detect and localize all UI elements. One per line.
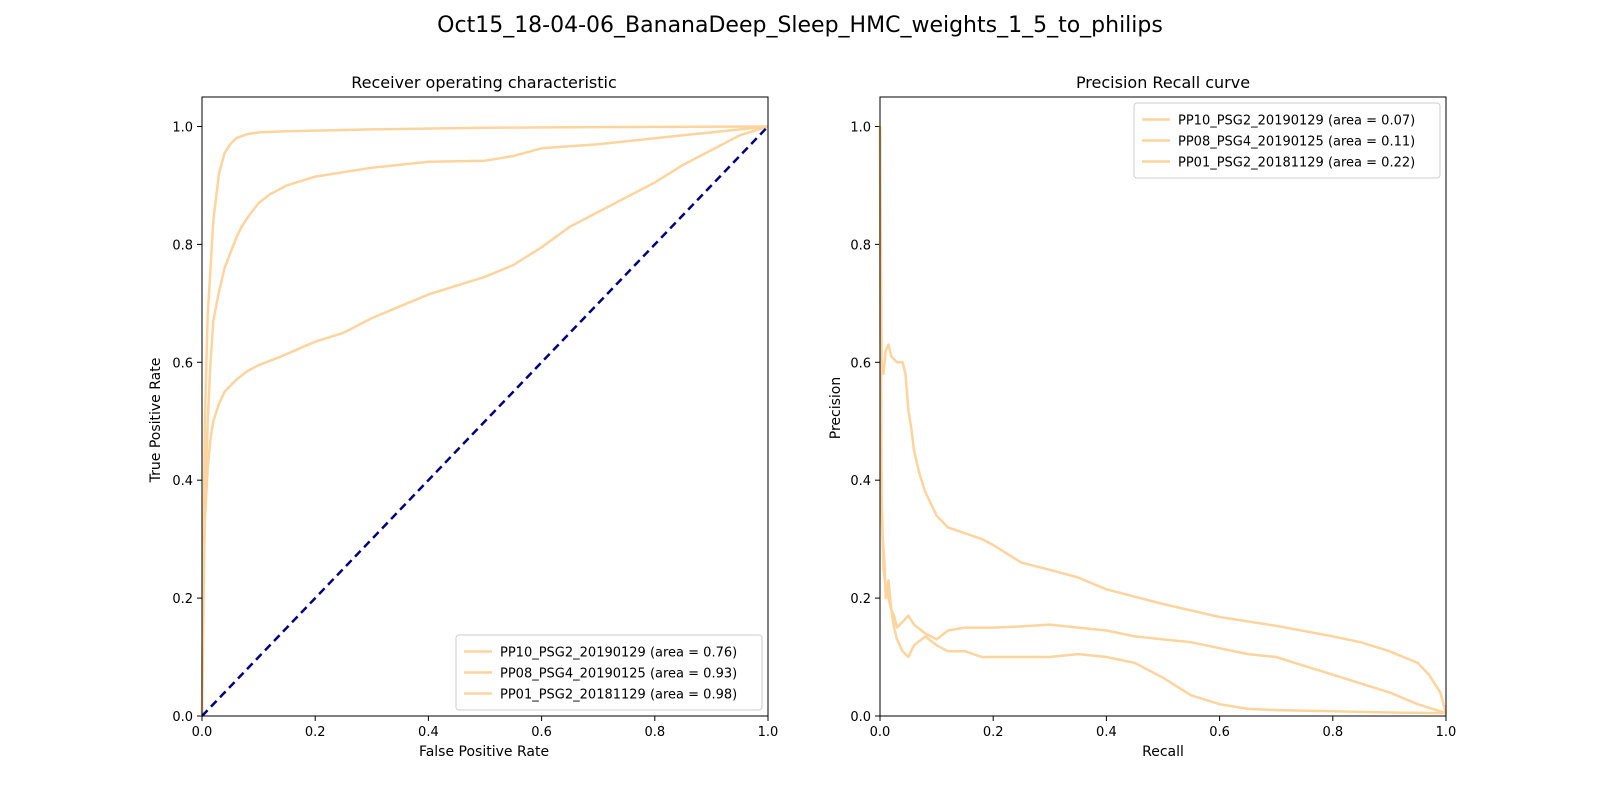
pr-ytick-label: 0.6 xyxy=(850,356,871,371)
pr-xtick-label: 0.8 xyxy=(1322,725,1343,740)
pr-xtick-label: 0.0 xyxy=(870,725,891,740)
roc-ytick-label: 0.6 xyxy=(172,356,193,371)
roc-xtick-label: 0.4 xyxy=(418,725,439,740)
pr-title: Precision Recall curve xyxy=(1076,73,1250,92)
pr-ytick-label: 1.0 xyxy=(850,120,871,135)
roc-chance-line xyxy=(201,125,769,717)
roc-series-line-3 xyxy=(200,125,769,717)
pr-legend: PP10_PSG2_20190129 (area = 0.07) PP08_PSG… xyxy=(1133,102,1441,179)
roc-plot-area xyxy=(200,125,769,717)
roc-xtick-label: 0.6 xyxy=(531,725,552,740)
roc-ytick-label: 0.8 xyxy=(172,238,193,253)
pr-xtick-label: 0.2 xyxy=(983,725,1004,740)
roc-legend-label-1: PP10_PSG2_20190129 (area = 0.76) xyxy=(500,646,737,661)
roc-legend-label-2: PP08_PSG4_20190125 (area = 0.93) xyxy=(500,667,737,682)
pr-legend-label-3: PP01_PSG2_20181129 (area = 0.22) xyxy=(1178,156,1415,171)
pr-legend-box xyxy=(1133,102,1441,179)
roc-legend-box xyxy=(455,634,763,711)
pr-xtick-label: 0.6 xyxy=(1209,725,1230,740)
pr-ytick-label: 0.2 xyxy=(850,592,871,607)
pr-ytick-label: 0.4 xyxy=(850,474,871,489)
roc-axes-frame xyxy=(201,96,769,717)
pr-series-line-1 xyxy=(878,126,1447,715)
pr-axes-frame xyxy=(879,96,1447,717)
pr-legend-label-2: PP08_PSG4_20190125 (area = 0.11) xyxy=(1178,135,1415,150)
roc-ytick-label: 0.2 xyxy=(172,592,193,607)
pr-series-line-2 xyxy=(878,126,1447,715)
pr-ylabel: Precision xyxy=(828,377,844,439)
roc-ytick-label: 0.4 xyxy=(172,474,193,489)
roc-xtick-label: 0.2 xyxy=(305,725,326,740)
roc-legend: PP10_PSG2_20190129 (area = 0.76) PP08_PSG… xyxy=(455,634,763,711)
roc-panel: Receiver operating characteristic False … xyxy=(148,73,778,760)
pr-ytick-label: 0.0 xyxy=(850,710,871,725)
roc-series-line-2 xyxy=(200,125,769,717)
pr-xtick-label: 1.0 xyxy=(1436,725,1457,740)
roc-xtick-label: 1.0 xyxy=(758,725,779,740)
roc-title: Receiver operating characteristic xyxy=(351,73,617,92)
pr-xlabel: Recall xyxy=(1142,744,1184,760)
pr-ytick-label: 0.8 xyxy=(850,238,871,253)
pr-legend-label-1: PP10_PSG2_20190129 (area = 0.07) xyxy=(1178,114,1415,129)
pr-panel: Precision Recall curve Recall Precision … xyxy=(828,73,1456,760)
roc-ylabel: True Positive Rate xyxy=(148,358,164,484)
roc-ytick-label: 1.0 xyxy=(172,120,193,135)
roc-ytick-label: 0.0 xyxy=(172,710,193,725)
pr-plot-area xyxy=(878,126,1448,715)
figure-suptitle: Oct15_18-04-06_BananaDeep_Sleep_HMC_weig… xyxy=(437,13,1163,38)
pr-ticks: 0.0 0.2 0.4 0.6 0.8 1.0 0.0 0.2 0.4 0.6 0.8 1.0 xyxy=(850,120,1456,740)
roc-xtick-label: 0.8 xyxy=(644,725,665,740)
roc-series-line-1 xyxy=(200,125,769,717)
roc-xtick-label: 0.0 xyxy=(192,725,213,740)
roc-xlabel: False Positive Rate xyxy=(419,744,549,760)
roc-ticks: 0.0 0.2 0.4 0.6 0.8 1.0 0.0 0.2 0.4 0.6 0.8 1.0 xyxy=(172,120,778,740)
pr-xtick-label: 0.4 xyxy=(1096,725,1117,740)
roc-legend-label-3: PP01_PSG2_20181129 (area = 0.98) xyxy=(500,688,737,703)
pr-series-line-3 xyxy=(878,126,1448,714)
